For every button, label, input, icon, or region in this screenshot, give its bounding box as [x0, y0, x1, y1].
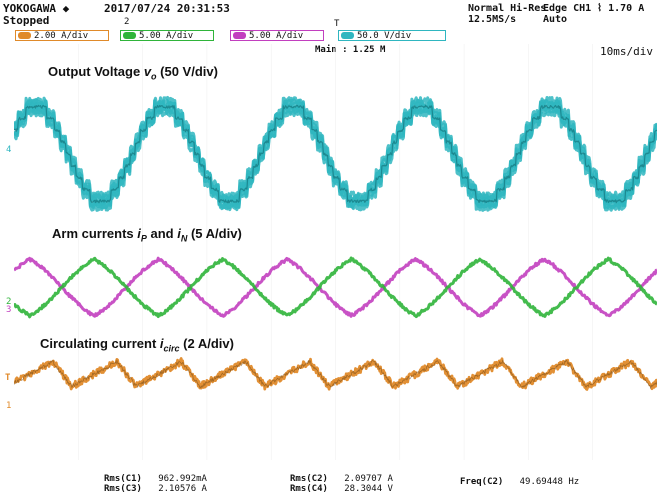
arm-anno-var2: i: [177, 226, 181, 241]
timebase: 10ms/div: [600, 45, 653, 58]
circ-annotation: Circulating current icirc (2 A/div): [40, 336, 234, 354]
circ-anno-var: i: [159, 336, 164, 351]
arm-anno-post: (5 A/div): [187, 226, 242, 241]
channel-2-scale: 5.00 A/div: [139, 31, 194, 41]
channel-4-scale: 50.0 V/div: [357, 31, 412, 41]
arm-anno-sub1: P: [140, 233, 147, 244]
sample-rate: 12.5MS/s: [468, 14, 517, 25]
voltage-annotation: Output Voltage vo (50 V/div): [48, 64, 218, 82]
circ-anno-pre: Circulating current: [40, 336, 160, 351]
scope-screen: [14, 44, 657, 460]
circ-anno-sub: circ: [163, 343, 180, 354]
meas-rms-c3: Rms(C3) 2.10576 A: [104, 485, 207, 494]
circ-anno-post: (2 A/div): [179, 336, 234, 351]
arm-current-in-trace: [14, 256, 657, 319]
voltage-anno-var: v: [143, 64, 152, 79]
voltage-trace-core: [14, 104, 657, 204]
meas-rms-c1-value: 962.992mA: [158, 474, 207, 484]
voltage-anno-pre: Output Voltage: [48, 64, 144, 79]
channel-4-chip: [341, 32, 354, 39]
trigger-level-marker: T: [5, 373, 11, 383]
grid: [78, 44, 593, 460]
meas-rms-c4-label: Rms(C4): [290, 484, 328, 494]
voltage-trace: [14, 108, 657, 212]
datetime: 2017/07/24 20:31:53: [104, 2, 230, 15]
meas-freq-label: Freq(C2): [460, 477, 504, 487]
ch2-ground-marker: 2: [6, 297, 12, 307]
meas-rms-c2-label: Rms(C2): [290, 474, 328, 484]
arm-anno-var1: i: [137, 226, 141, 241]
meas-rms-c3-label: Rms(C3): [104, 484, 142, 494]
trigger-marker: T: [334, 19, 340, 29]
voltage-anno-sub: o: [151, 71, 157, 82]
channel-2-box[interactable]: 5.00 A/div: [120, 30, 214, 41]
circulating-current-trace-core: [14, 359, 657, 389]
meas-freq-value: 49.69448 Hz: [519, 477, 580, 487]
meas-rms-c4-value: 28.3044 V: [344, 484, 393, 494]
arm-anno-sub2: N: [180, 233, 188, 244]
channel-3-chip: [233, 32, 246, 39]
trigger-setting: Edge CH1 ⌇ 1.70 A: [543, 3, 645, 14]
channel-4-box[interactable]: 50.0 V/div: [338, 30, 446, 41]
channel-1-scale: 2.00 A/div: [34, 31, 89, 41]
channel-1-box[interactable]: 2.00 A/div: [15, 30, 109, 41]
arm-anno-mid: and: [146, 226, 178, 241]
ch3-ground-marker: 3: [6, 305, 12, 315]
arm-annotation: Arm currents iP and iN (5 A/div): [52, 226, 242, 244]
acq-mode: Normal Hi-Res: [468, 3, 547, 14]
zoom-main: Main : 1.25 M: [315, 45, 386, 55]
meas-rms-c4: Rms(C4) 28.3044 V: [290, 485, 393, 494]
trigger-mode: Auto: [543, 14, 568, 25]
ch4-ground-marker: 4: [6, 145, 12, 155]
meas-rms-c2: Rms(C2) 2.09707 A: [290, 475, 393, 484]
run-status: Stopped: [3, 14, 50, 27]
channel-3-box[interactable]: 5.00 A/div: [230, 30, 324, 41]
arm-current-ip-trace: [14, 256, 657, 318]
channel-2-chip: [123, 32, 136, 39]
traces: [14, 96, 657, 391]
marker-2: 2: [124, 17, 130, 27]
meas-rms-c3-value: 2.10576 A: [158, 484, 207, 494]
ch1-ground-marker: 1: [6, 401, 12, 411]
brand-label: YOKOGAWA ◆: [3, 2, 70, 15]
meas-rms-c2-value: 2.09707 A: [344, 474, 393, 484]
meas-rms-c1-label: Rms(C1): [104, 474, 142, 484]
channel-1-chip: [18, 32, 31, 39]
voltage-anno-post: (50 V/div): [156, 64, 218, 79]
meas-rms-c1: Rms(C1) 962.992mA: [104, 475, 207, 484]
arm-anno-pre: Arm currents: [52, 226, 138, 241]
meas-freq-c2: Freq(C2) 49.69448 Hz: [460, 478, 579, 487]
channel-3-scale: 5.00 A/div: [249, 31, 304, 41]
